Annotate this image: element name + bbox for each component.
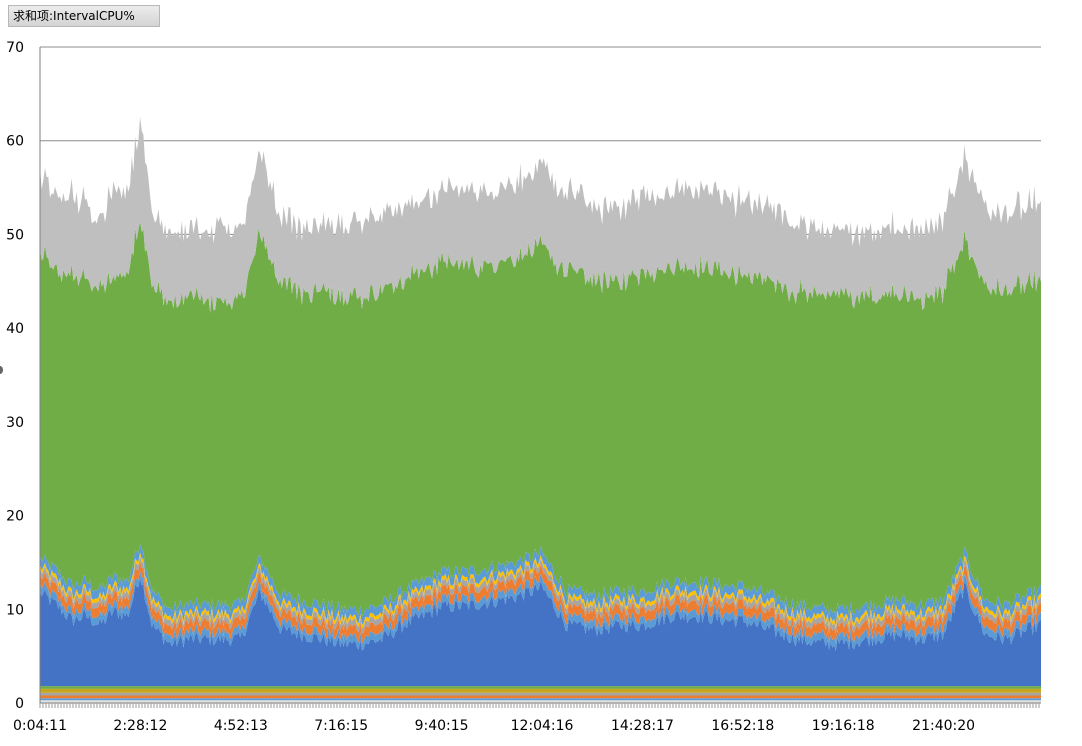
series-area-4 (40, 688, 1041, 693)
y-axis-labels: 0 10 20 30 40 50 60 70 (6, 40, 24, 712)
series-area-1 (40, 698, 1041, 701)
y-tick-label: 10 (6, 602, 24, 618)
series-area-8 (40, 561, 1041, 644)
x-tick-label: 9:40:15 (415, 718, 469, 734)
x-tick-label: 21:40:20 (912, 718, 975, 734)
series-area-6 (40, 578, 1041, 687)
x-tick-label: 7:16:15 (314, 718, 368, 734)
x-tick-label: 2:28:12 (113, 718, 167, 734)
y-tick-label: 50 (6, 227, 24, 243)
x-tick-label: 12:04:16 (511, 718, 574, 734)
y-tick-label: 30 (6, 415, 24, 431)
x-axis-labels: 0:04:11 2:28:12 4:52:13 7:16:15 9:40:15 12:04… (13, 718, 975, 734)
y-tick-label: 20 (6, 509, 24, 525)
y-tick-label: 70 (6, 40, 24, 56)
y-tick-label: 60 (6, 134, 24, 150)
y-tick-label: 40 (6, 321, 24, 337)
series-area-2 (40, 695, 1041, 699)
x-tick-label: 14:28:17 (611, 718, 674, 734)
series-area-3 (40, 692, 1041, 696)
y-tick-label: 0 (15, 696, 24, 712)
series-area-13 (40, 117, 1041, 314)
x-tick-label: 16:52:18 (711, 718, 774, 734)
x-tick-label: 4:52:13 (214, 718, 268, 734)
series-area-5 (40, 686, 1041, 689)
pivot-value-field-button[interactable]: 求和项:IntervalCPU% (8, 5, 160, 27)
axes (39, 47, 1041, 708)
x-tick-label: 19:16:18 (812, 718, 875, 734)
area-series-group (40, 117, 1041, 703)
axis-marker (0, 366, 3, 374)
series-area-0 (40, 700, 1041, 703)
series-area-12 (40, 221, 1041, 617)
series-area-11 (40, 543, 1041, 625)
x-tick-label: 0:04:11 (13, 718, 67, 734)
